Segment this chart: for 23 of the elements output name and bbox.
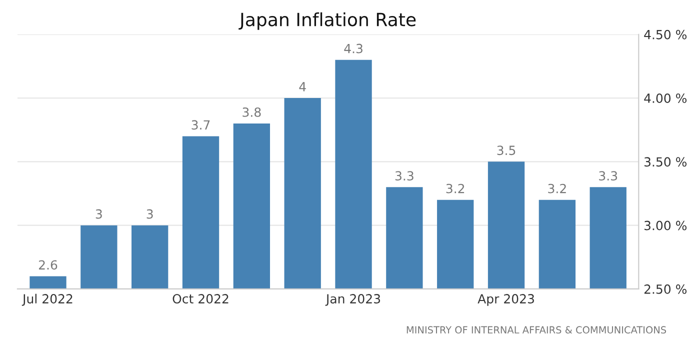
data-label: 2.6 (38, 260, 58, 270)
y-tick-label: 3.50 % (644, 157, 687, 167)
data-label: 3.2 (446, 184, 464, 194)
data-label: 3.7 (192, 120, 210, 130)
data-label: 3.3 (599, 171, 618, 181)
x-tick-label: Jan 2023 (325, 294, 380, 306)
chart-title: Japan Inflation Rate (238, 12, 416, 30)
data-label: 3.5 (497, 146, 516, 156)
data-label: 3.8 (242, 107, 261, 117)
data-label: 3.3 (395, 171, 414, 181)
y-tick-label: 4.00 % (644, 94, 687, 103)
x-tick-label: Jul 2022 (22, 294, 72, 306)
data-label: 4 (299, 82, 306, 92)
x-tick-label: Apr 2023 (478, 294, 534, 306)
data-label: 3 (96, 209, 102, 219)
y-tick-label: 4.50 % (644, 30, 687, 40)
text: MINISTRY OF INTERNAL AFFAIRS & COMMUNICATIONS (406, 326, 666, 334)
data-label: 4.3 (344, 44, 362, 54)
y-tick-label: 2.50 % (644, 284, 687, 294)
x-tick-label: Oct 2022 (172, 294, 228, 304)
data-label: 3 (146, 209, 153, 219)
data-label: 3.2 (548, 184, 566, 194)
y-tick-label: 3.00 % (644, 220, 687, 230)
